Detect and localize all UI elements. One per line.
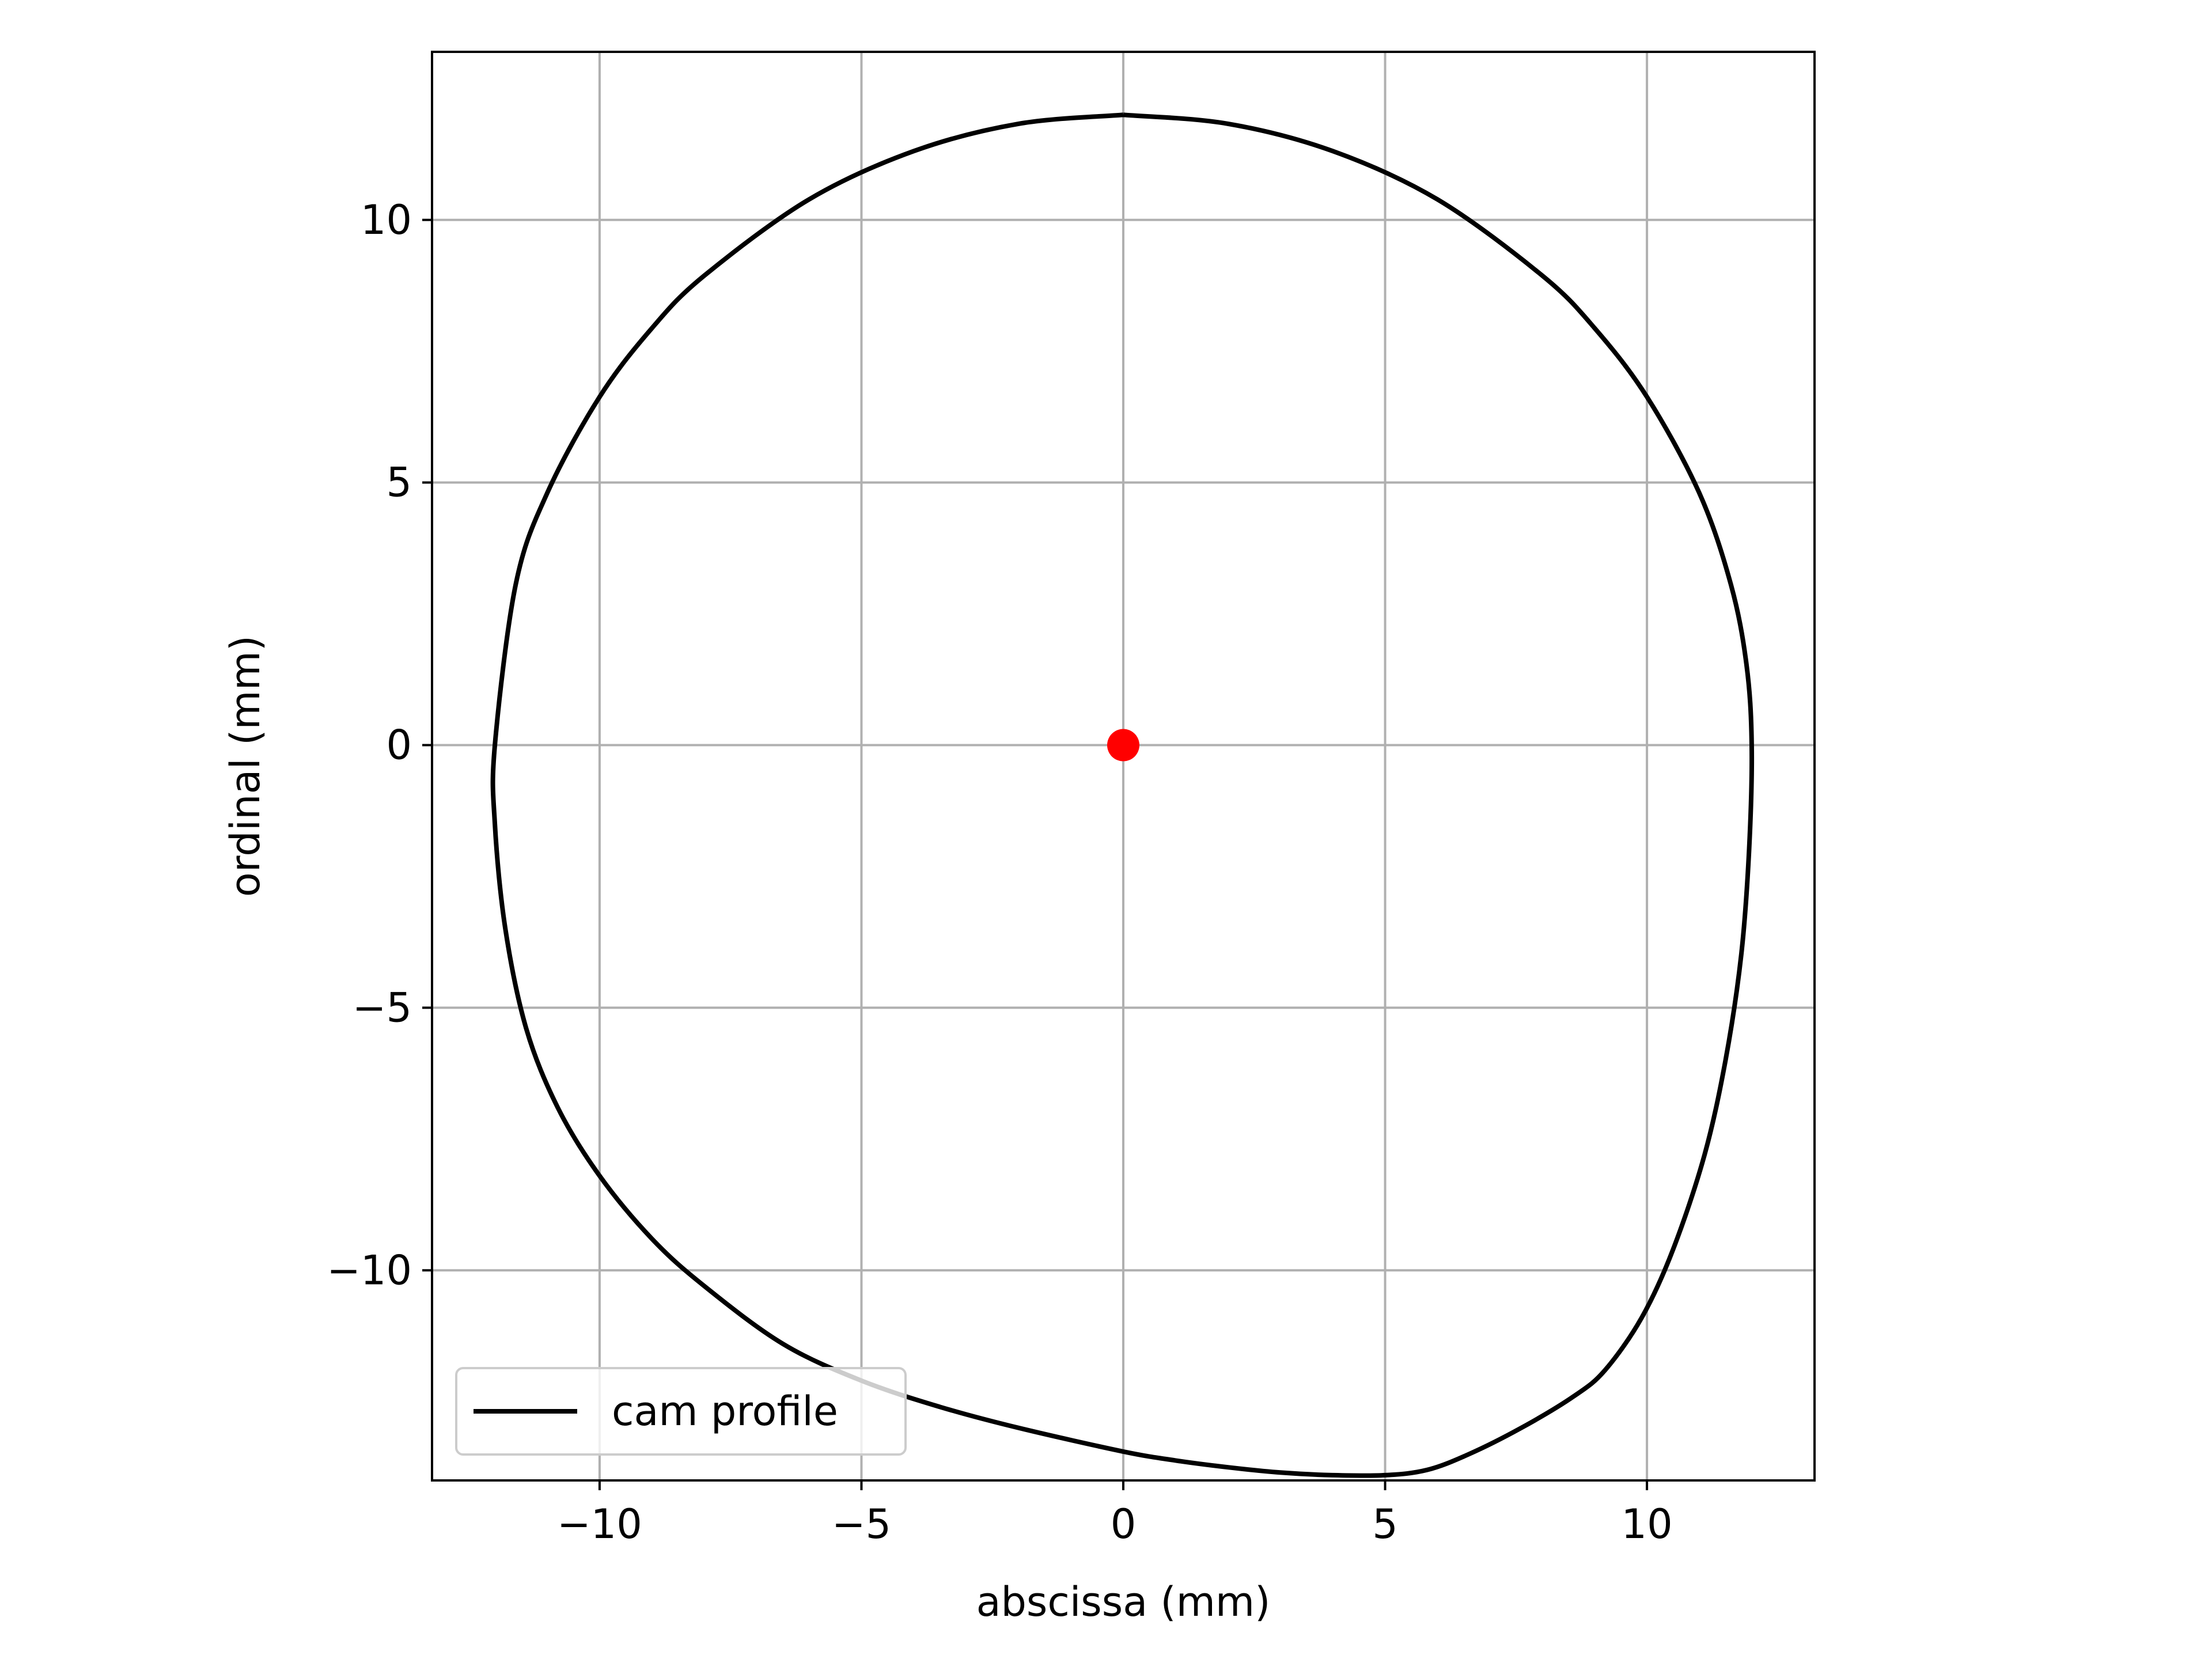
center-point [1107, 729, 1139, 762]
y-tick-label: 0 [386, 722, 412, 769]
cam-profile-line [490, 112, 1755, 1478]
x-tick-label: 0 [1111, 1501, 1137, 1548]
y-tick-label: 5 [386, 459, 412, 506]
x-axis-label: abscissa (mm) [976, 1578, 1271, 1626]
x-axis-ticks: −10 −5 0 5 10 [557, 1480, 1673, 1548]
legend: cam profile [455, 1367, 907, 1456]
grid-lines [432, 52, 1815, 1480]
y-tick-label: −5 [353, 984, 412, 1031]
x-tick-label: 10 [1622, 1501, 1673, 1548]
y-tick-label: 10 [361, 196, 412, 244]
y-axis-label: ordinal (mm) [222, 635, 269, 897]
y-axis-ticks: −10 −5 0 5 10 [327, 196, 432, 1294]
x-tick-label: −10 [557, 1501, 642, 1548]
series-layer [490, 112, 1755, 1478]
legend-box [455, 1367, 907, 1456]
y-tick-label: −10 [327, 1247, 412, 1294]
legend-label-cam-profile: cam profile [612, 1388, 838, 1435]
x-tick-label: 5 [1372, 1501, 1398, 1548]
x-tick-label: −5 [832, 1501, 891, 1548]
